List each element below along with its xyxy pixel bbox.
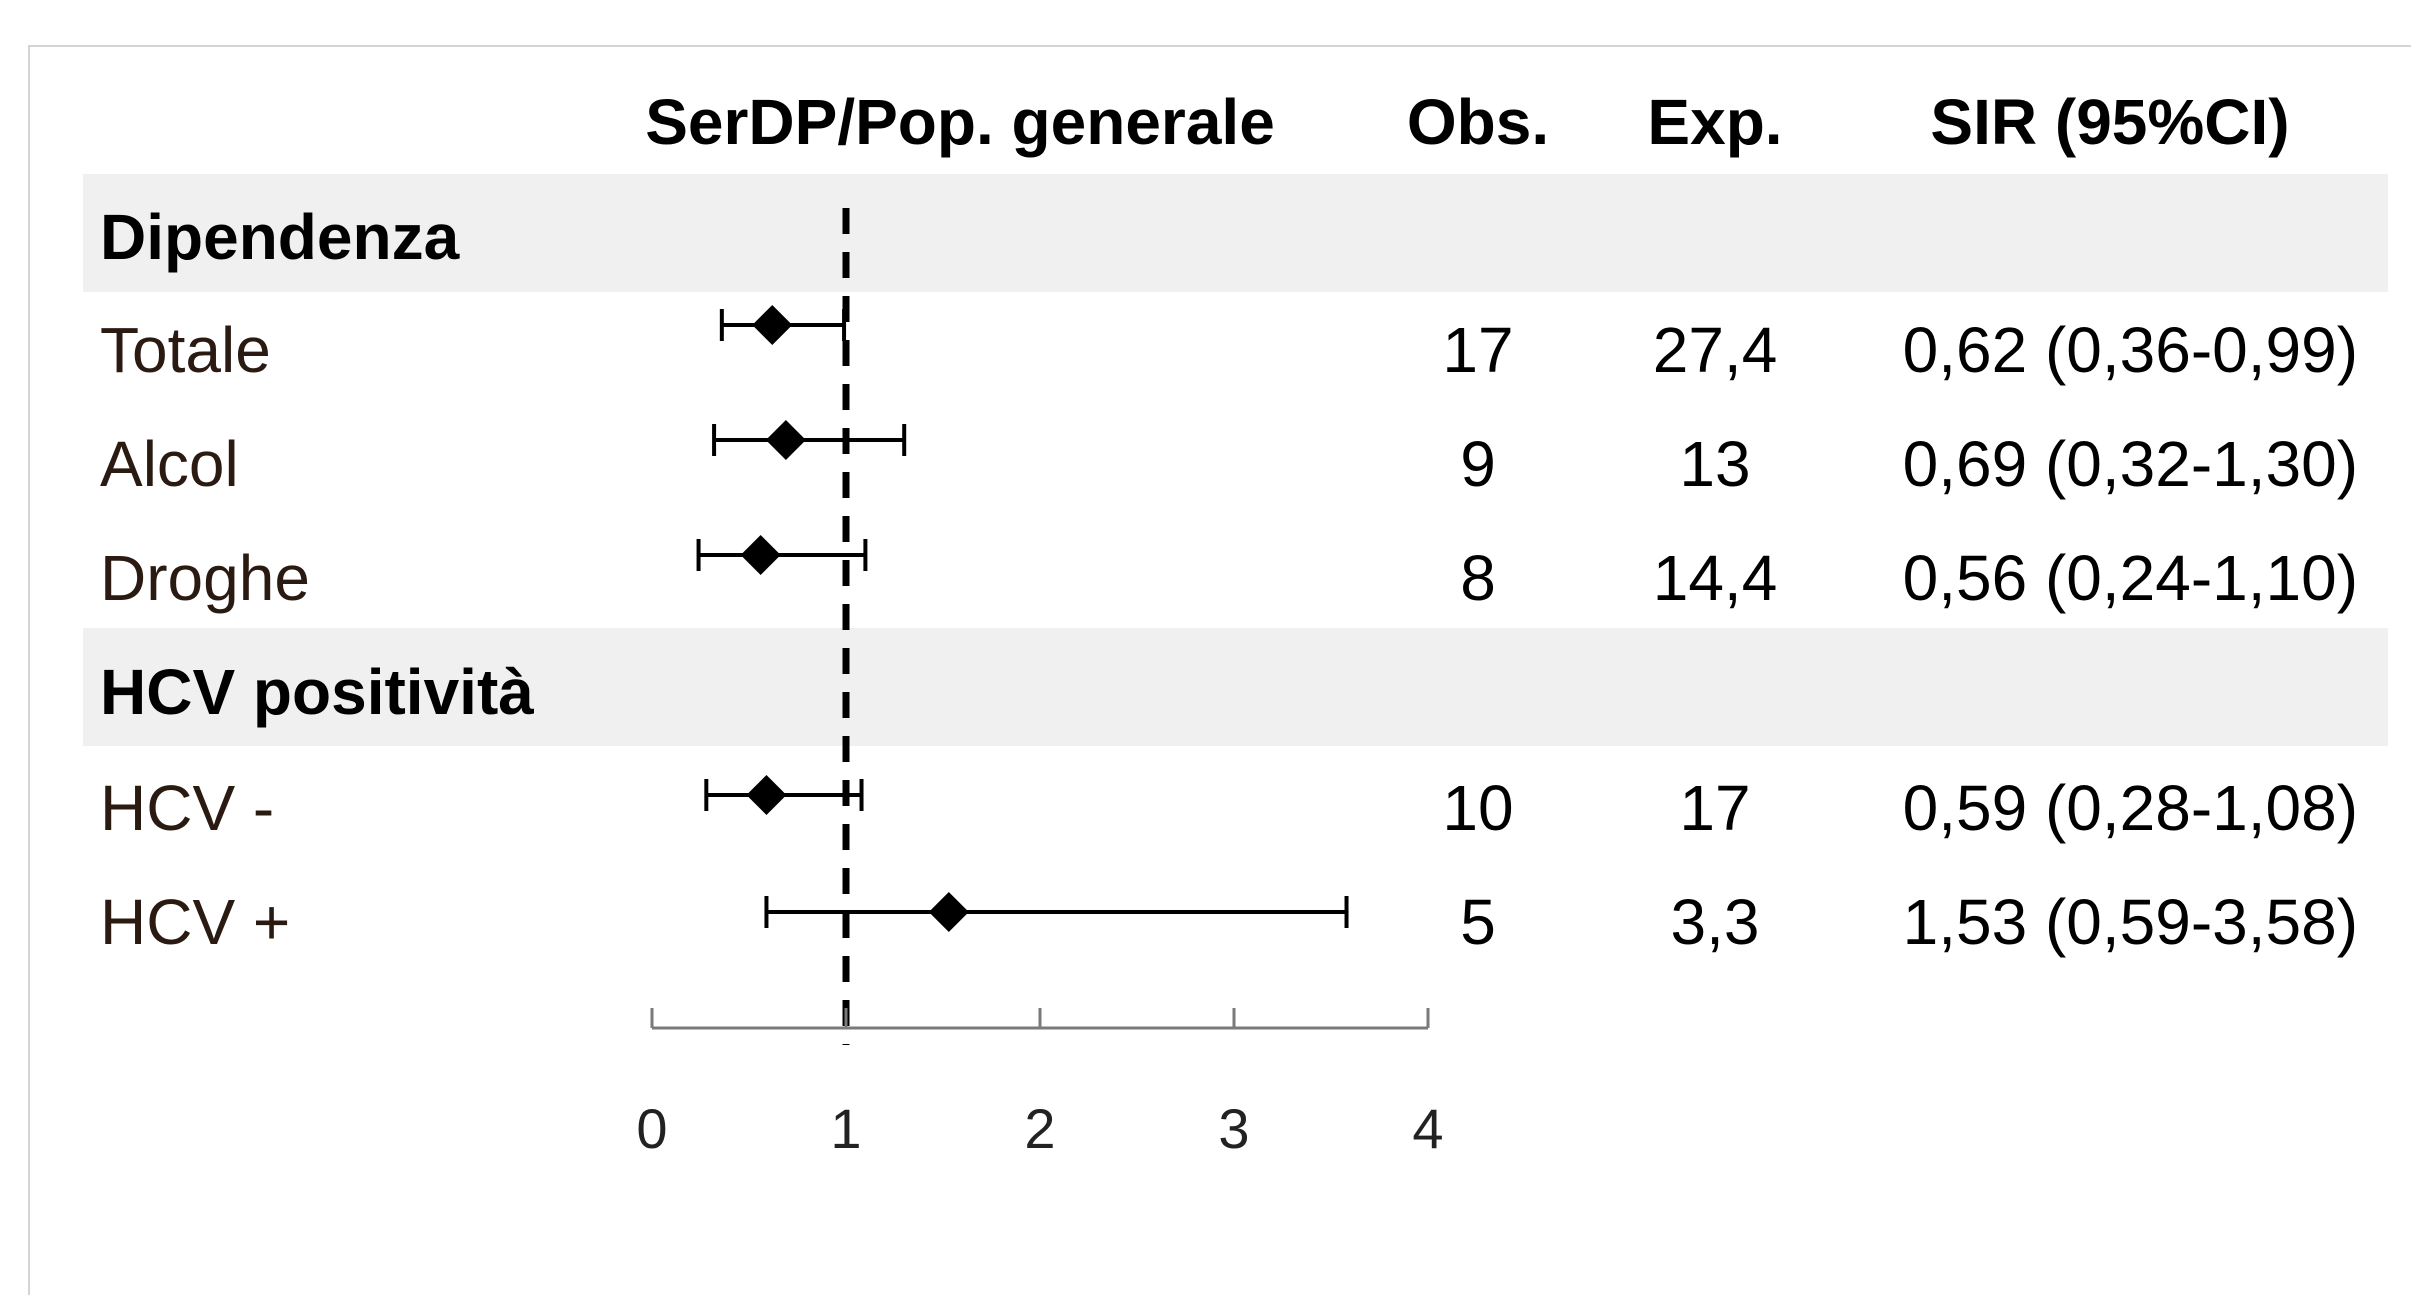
- row-exp-hcv-neg: 17: [1679, 772, 1751, 844]
- row-obs-alcol: 9: [1460, 428, 1496, 500]
- point-estimate-hcv-negpos: [928, 892, 969, 932]
- header-plot: SerDP/Pop. generale: [645, 86, 1275, 158]
- row-label-hcv-neg: HCV -: [100, 772, 275, 844]
- row-sir-droghe: 0,56 (0,24-1,10): [1902, 542, 2358, 614]
- forest-plot-svg: 0 1 2 3 4: [636, 208, 1444, 1160]
- group-band-dipendenza: [83, 174, 2388, 292]
- row-sir-hcv-pos: 1,53 (0,59-3,58): [1902, 886, 2358, 958]
- row-obs-droghe: 8: [1460, 542, 1496, 614]
- header-sir: SIR (95%CI): [1930, 86, 2290, 158]
- row-sir-alcol: 0,69 (0,32-1,30): [1902, 428, 2358, 500]
- group-label-hcv: HCV positività: [100, 656, 534, 728]
- x-tick-label-3: 3: [1218, 1097, 1249, 1160]
- x-tick-label-0: 0: [636, 1097, 667, 1160]
- row-label-droghe: Droghe: [100, 542, 310, 614]
- forest-plot-figure: SerDP/Pop. generale Obs. Exp. SIR (95%CI…: [28, 45, 2411, 1295]
- header-exp: Exp.: [1647, 86, 1783, 158]
- point-estimate-hcv-neg: [746, 775, 787, 815]
- row-exp-totale: 27,4: [1652, 314, 1778, 386]
- x-tick-label-4: 4: [1412, 1097, 1443, 1160]
- header-obs: Obs.: [1406, 86, 1550, 158]
- point-estimate-totale: [752, 305, 793, 345]
- row-label-hcv-pos: HCV +: [100, 886, 291, 958]
- group-band-hcv: [83, 628, 2388, 746]
- row-sir-hcv-neg: 0,59 (0,28-1,08): [1902, 772, 2358, 844]
- row-obs-totale: 17: [1442, 314, 1514, 386]
- row-exp-droghe: 14,4: [1652, 542, 1778, 614]
- row-obs-hcv-neg: 10: [1442, 772, 1514, 844]
- x-tick-label-2: 2: [1024, 1097, 1055, 1160]
- row-exp-alcol: 13: [1679, 428, 1751, 500]
- figure-frame: [28, 45, 2411, 1295]
- row-label-alcol: Alcol: [100, 428, 239, 500]
- point-estimate-droghe: [740, 535, 781, 575]
- row-obs-hcv-pos: 5: [1460, 886, 1496, 958]
- row-sir-totale: 0,62 (0,36-0,99): [1902, 314, 2358, 386]
- group-label-dipendenza: Dipendenza: [100, 201, 460, 273]
- point-estimate-alcol: [765, 420, 806, 460]
- x-tick-label-1: 1: [830, 1097, 861, 1160]
- row-label-totale: Totale: [100, 314, 271, 386]
- row-exp-hcv-pos: 3,3: [1670, 886, 1760, 958]
